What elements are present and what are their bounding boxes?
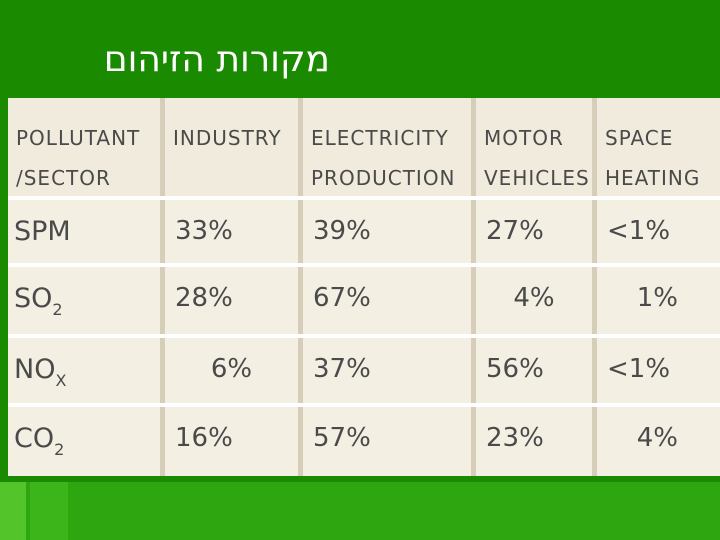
column-divider	[592, 200, 597, 263]
column-divider	[471, 267, 476, 334]
row-divider	[8, 334, 720, 338]
column-divider	[471, 98, 476, 196]
motor-vehicles-value: 4%	[513, 283, 555, 313]
header-electricity-line2: PRODUCTION	[311, 166, 456, 190]
pollution-sources-table: POLLUTANT /SECTOR INDUSTRY ELECTRICITY P…	[8, 98, 720, 476]
industry-value: 33%	[175, 216, 233, 246]
pollutant-name: SPM	[14, 216, 71, 247]
column-divider	[592, 338, 597, 403]
column-divider	[592, 98, 597, 196]
pollutant-subscript: 2	[54, 440, 65, 459]
column-divider	[160, 338, 165, 403]
footer-decoration-block	[0, 482, 26, 540]
header-pollutant-line2: /SECTOR	[16, 166, 111, 190]
column-divider	[160, 200, 165, 263]
industry-value: 16%	[175, 423, 233, 453]
column-divider	[160, 98, 165, 196]
electricity-value: 67%	[313, 283, 371, 313]
row-divider	[8, 263, 720, 267]
row-divider	[8, 196, 720, 200]
slide-title: מקורות הזיהום	[103, 39, 330, 80]
header-space-heating: SPACE HEATING	[597, 98, 720, 196]
column-divider	[298, 267, 303, 334]
electricity-value: 37%	[313, 354, 371, 384]
pollutant-subscript: 2	[52, 300, 63, 319]
space-heating-value: <1%	[607, 216, 671, 246]
column-divider	[471, 338, 476, 403]
pollutant-subscript: X	[55, 371, 67, 390]
motor-vehicles-value: 56%	[486, 354, 544, 384]
industry-value: 28%	[175, 283, 233, 313]
header-pollutant-line1: POLLUTANT	[16, 126, 141, 150]
header-industry-label: INDUSTRY	[173, 126, 282, 150]
header-electricity-line1: ELECTRICITY	[311, 126, 449, 150]
space-heating-value: <1%	[607, 354, 671, 384]
column-divider	[298, 98, 303, 196]
table-row-label: SPM	[8, 200, 160, 263]
table-row-label: SO2	[8, 267, 160, 334]
table-row-label: NOX	[8, 338, 160, 403]
pollutant-name: NO	[14, 354, 56, 385]
row-divider	[8, 403, 720, 407]
industry-value: 6%	[210, 354, 253, 384]
header-space-line2: HEATING	[605, 166, 701, 190]
motor-vehicles-value: 23%	[486, 423, 544, 453]
pollutant-name: SO	[14, 283, 53, 314]
electricity-value: 39%	[313, 216, 371, 246]
table-row-label: CO2	[8, 407, 160, 476]
header-motor-line2: VEHICLES	[484, 166, 590, 190]
header-space-line1: SPACE	[605, 126, 674, 150]
column-divider	[298, 338, 303, 403]
column-divider	[160, 407, 165, 476]
column-divider	[160, 267, 165, 334]
space-heating-value: 4%	[636, 423, 678, 453]
column-divider	[298, 407, 303, 476]
pollutant-name: CO	[14, 423, 55, 454]
electricity-value: 57%	[313, 423, 371, 453]
column-divider	[471, 200, 476, 263]
column-divider	[592, 267, 597, 334]
column-divider	[298, 200, 303, 263]
motor-vehicles-value: 27%	[486, 216, 544, 246]
slide-title-bar	[0, 0, 720, 98]
column-divider	[592, 407, 597, 476]
footer-decoration-bar	[0, 482, 720, 540]
column-divider	[471, 407, 476, 476]
header-pollutant-sector: POLLUTANT /SECTOR	[8, 98, 160, 196]
header-motor-line1: MOTOR	[484, 126, 564, 150]
footer-decoration-block	[30, 482, 68, 540]
header-electricity-production: ELECTRICITY PRODUCTION	[303, 98, 471, 196]
header-industry: INDUSTRY	[165, 98, 298, 196]
header-motor-vehicles: MOTOR VEHICLES	[476, 98, 592, 196]
space-heating-value: 1%	[636, 283, 678, 313]
